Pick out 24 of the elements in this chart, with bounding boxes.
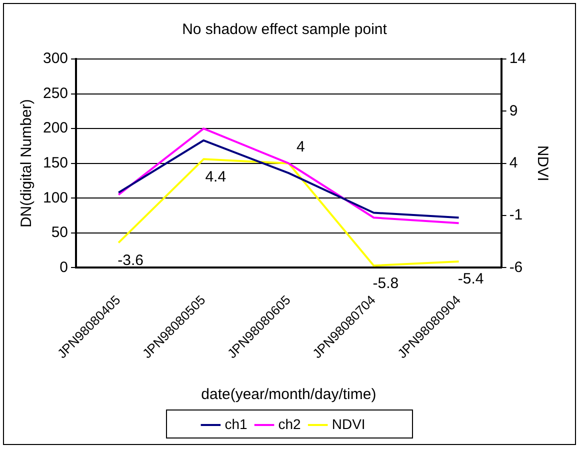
x-axis-title: date(year/month/day/time) — [201, 386, 376, 404]
y-axis-title: DN(digital Number) — [18, 99, 36, 228]
y2-tick-label: 4 — [509, 154, 518, 172]
chart-title: No shadow effect sample point — [182, 21, 388, 38]
y-tick-label: 250 — [42, 84, 68, 102]
y2-axis-title: NDVI — [534, 145, 551, 182]
legend-label: ch2 — [278, 416, 302, 432]
y-tick-label: 300 — [42, 50, 68, 68]
y-tick-label: 50 — [51, 224, 68, 242]
y-tick-label: 150 — [42, 154, 68, 172]
data-label: 4 — [296, 138, 305, 156]
y2-tick-label: -1 — [509, 206, 523, 224]
data-label: -3.6 — [118, 252, 144, 269]
y-tick-label: 0 — [60, 258, 68, 276]
data-label: -5.4 — [458, 270, 484, 288]
data-label: 4.4 — [205, 168, 226, 186]
y2-tick-label: 9 — [509, 102, 518, 120]
data-label: -5.8 — [372, 274, 399, 292]
y-tick-label: 100 — [42, 189, 68, 206]
y-tick-label: 200 — [42, 120, 68, 137]
legend-label: NDVI — [332, 416, 366, 432]
y2-tick-label: 14 — [509, 50, 526, 68]
y2-tick-label: -6 — [509, 258, 523, 276]
legend-label: ch1 — [224, 416, 248, 432]
